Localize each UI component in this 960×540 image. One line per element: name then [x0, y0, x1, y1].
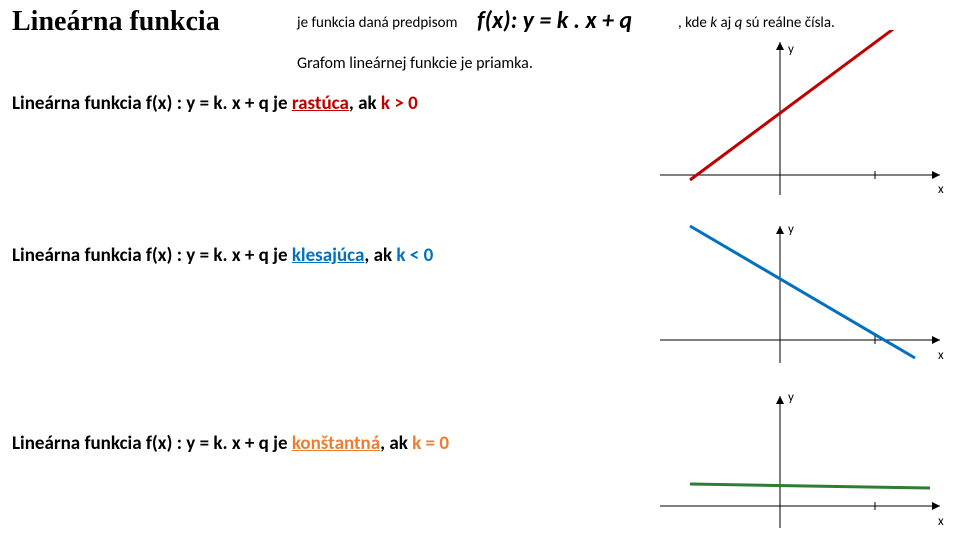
- axis-x-label: x: [938, 182, 944, 197]
- axis-y-label: y: [788, 222, 794, 237]
- axis-x-label: x: [938, 348, 944, 363]
- formula: f(x): y = k . x + q: [477, 6, 632, 35]
- case-increasing: Lineárna funkcia f(x) : y = k. x + q je …: [12, 92, 418, 115]
- chart-increasing: yx: [660, 30, 950, 200]
- axis-y-label: y: [788, 42, 794, 57]
- case-constant: Lineárna funkcia f(x) : y = k. x + q je …: [12, 432, 449, 455]
- axis-y-label: y: [788, 390, 794, 405]
- chart-constant: yx: [660, 388, 950, 533]
- chart-decreasing: yx: [660, 218, 950, 368]
- axis-x-label: x: [938, 514, 944, 529]
- sub-definition: Grafom lineárnej funkcie je priamka.: [297, 54, 533, 73]
- case-decreasing: Lineárna funkcia f(x) : y = k. x + q je …: [12, 244, 433, 267]
- definition-prefix: je funkcia daná predpisom: [297, 14, 457, 32]
- page-title: Lineárna funkcia: [12, 6, 220, 38]
